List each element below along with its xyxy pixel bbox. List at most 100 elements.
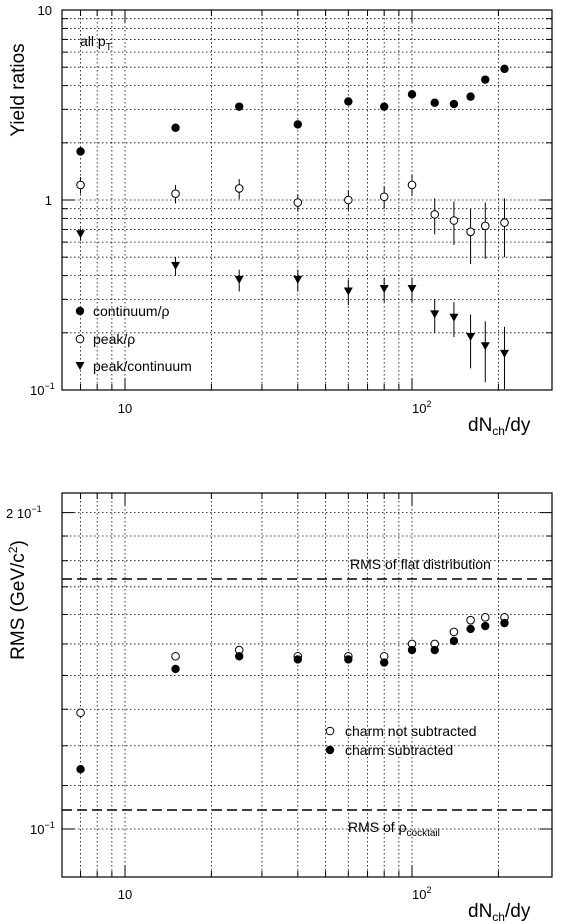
legend-label-charm-subtracted: charm subtracted <box>345 742 453 758</box>
bottom-xlabel-sub: ch <box>492 910 505 923</box>
bottom-xlabel: dNch/dy <box>468 901 531 923</box>
rho-cocktail-label: RMS of ρcocktail <box>348 819 440 839</box>
data-point-open-circle <box>407 180 417 190</box>
bottom-xtick-10: 10 <box>118 887 132 902</box>
legend-label-continuum: continuum/ρ <box>93 303 169 319</box>
data-point-open-circle <box>449 216 459 225</box>
data-point-filled-circle <box>500 618 509 628</box>
data-point-open-circle <box>480 613 490 622</box>
bottom-ylabel-main: RMS (GeV/c <box>8 553 29 660</box>
data-point-filled-circle <box>293 120 302 129</box>
data-point-filled-circle <box>293 655 302 664</box>
data-point-open-circle <box>430 210 440 219</box>
bottom-data-points <box>76 613 509 774</box>
top-xtick-100-exp: 2 <box>426 399 431 409</box>
top-ytick-0.1-exp: −1 <box>44 381 54 391</box>
rho-cocktail-label-main: RMS of ρ <box>348 819 407 835</box>
top-ylabel: Yield ratios <box>8 43 29 136</box>
data-point-filled-triangle-down <box>480 342 490 351</box>
flat-distribution-label: RMS of flat distribution <box>350 556 491 572</box>
data-point-filled-circle <box>407 645 417 655</box>
data-point-filled-triangle-down <box>234 275 244 284</box>
data-point-filled-triangle-down <box>171 261 181 270</box>
data-point-filled-triangle-down <box>407 285 417 294</box>
data-point-open-circle <box>449 627 459 637</box>
bottom-xlabel-tail: /dy <box>505 901 531 922</box>
bottom-ytick-0.2: 2 10−1 <box>6 504 42 521</box>
bottom-ylabel: RMS (GeV/c2) <box>6 540 29 660</box>
data-point-filled-circle <box>466 92 475 101</box>
data-point-open-circle <box>344 195 353 205</box>
top-annotation-main: all p <box>80 33 106 49</box>
bottom-xtick-100-exp: 2 <box>426 885 431 895</box>
data-point-filled-circle <box>379 658 389 667</box>
data-point-open-circle <box>76 708 85 718</box>
top-grid <box>62 10 552 390</box>
data-point-filled-circle <box>430 98 439 107</box>
bottom-ytick-0.1-exp: −1 <box>44 820 54 830</box>
top-ytick-10: 10 <box>38 3 52 18</box>
legend-marker-charm-subtracted <box>325 745 335 755</box>
bottom-grid <box>62 493 552 877</box>
data-point-filled-triangle-down <box>379 285 389 294</box>
data-point-filled-circle <box>379 102 389 111</box>
data-point-filled-circle <box>235 102 244 111</box>
data-point-open-circle <box>171 189 180 198</box>
top-xlabel-main: dN <box>468 415 492 436</box>
bottom-panel-rms: 2 10−1 10−1 10 102 RMS (GeV/c2) dNch/dy … <box>6 492 553 923</box>
data-point-filled-circle <box>481 75 490 84</box>
data-point-filled-triangle-down <box>293 275 303 284</box>
bottom-ytick-0.1-base: 10 <box>30 822 44 837</box>
data-point-open-circle <box>379 192 389 202</box>
data-point-filled-circle <box>344 97 353 106</box>
data-point-filled-circle <box>76 147 85 156</box>
top-xlabel: dNch/dy <box>468 415 531 438</box>
data-point-filled-circle <box>449 99 459 109</box>
data-point-filled-circle <box>344 655 353 664</box>
data-point-open-circle <box>466 227 475 237</box>
data-point-filled-circle <box>481 621 490 631</box>
bottom-ylabel-tail: ) <box>8 540 29 546</box>
data-point-open-circle <box>480 221 490 231</box>
bottom-xlabel-main: dN <box>468 901 492 922</box>
legend-marker-continuum <box>75 306 85 316</box>
data-point-filled-circle <box>449 636 459 646</box>
data-point-filled-triangle-down <box>76 230 86 239</box>
data-point-filled-circle <box>235 652 244 661</box>
data-point-filled-circle <box>407 90 417 99</box>
bottom-legend: charm not subtracted charm subtracted <box>325 723 477 758</box>
top-xlabel-sub: ch <box>492 424 505 438</box>
data-point-filled-circle <box>500 64 509 74</box>
data-point-filled-triangle-down <box>343 287 353 296</box>
legend-marker-peak-rho <box>75 334 85 344</box>
legend-marker-peak-continuum <box>75 362 85 370</box>
data-point-filled-triangle-down <box>449 313 459 322</box>
top-data-points <box>76 64 509 390</box>
bottom-plot-frame <box>61 492 553 878</box>
data-point-open-circle <box>466 615 475 625</box>
data-point-filled-triangle-down <box>499 349 509 358</box>
data-point-filled-circle <box>171 123 180 132</box>
data-point-filled-circle <box>430 645 439 655</box>
data-point-open-circle <box>500 218 509 227</box>
data-point-open-circle <box>171 651 180 661</box>
data-point-filled-circle <box>171 664 180 674</box>
top-axis-ticks <box>62 10 552 390</box>
data-point-filled-triangle-down <box>430 310 440 319</box>
rho-cocktail-label-sub: cocktail <box>407 828 440 839</box>
top-xlabel-tail: /dy <box>505 415 531 436</box>
top-xtick-100-base: 10 <box>412 401 426 416</box>
data-point-filled-circle <box>466 624 475 634</box>
legend-marker-charm-not-subtracted <box>325 726 335 736</box>
top-xtick-10: 10 <box>118 401 132 416</box>
bottom-axis-ticks <box>62 493 552 877</box>
data-point-filled-circle <box>76 764 85 774</box>
bottom-xtick-100-base: 10 <box>412 887 426 902</box>
top-legend: continuum/ρ peak/ρ peak/continuum <box>75 303 192 374</box>
top-ytick-0.1: 10−1 <box>30 381 55 398</box>
data-point-open-circle <box>293 198 303 207</box>
bottom-ylabel-sup: 2 <box>6 546 20 553</box>
legend-label-peak-continuum: peak/continuum <box>93 358 192 374</box>
data-point-open-circle <box>234 184 244 193</box>
